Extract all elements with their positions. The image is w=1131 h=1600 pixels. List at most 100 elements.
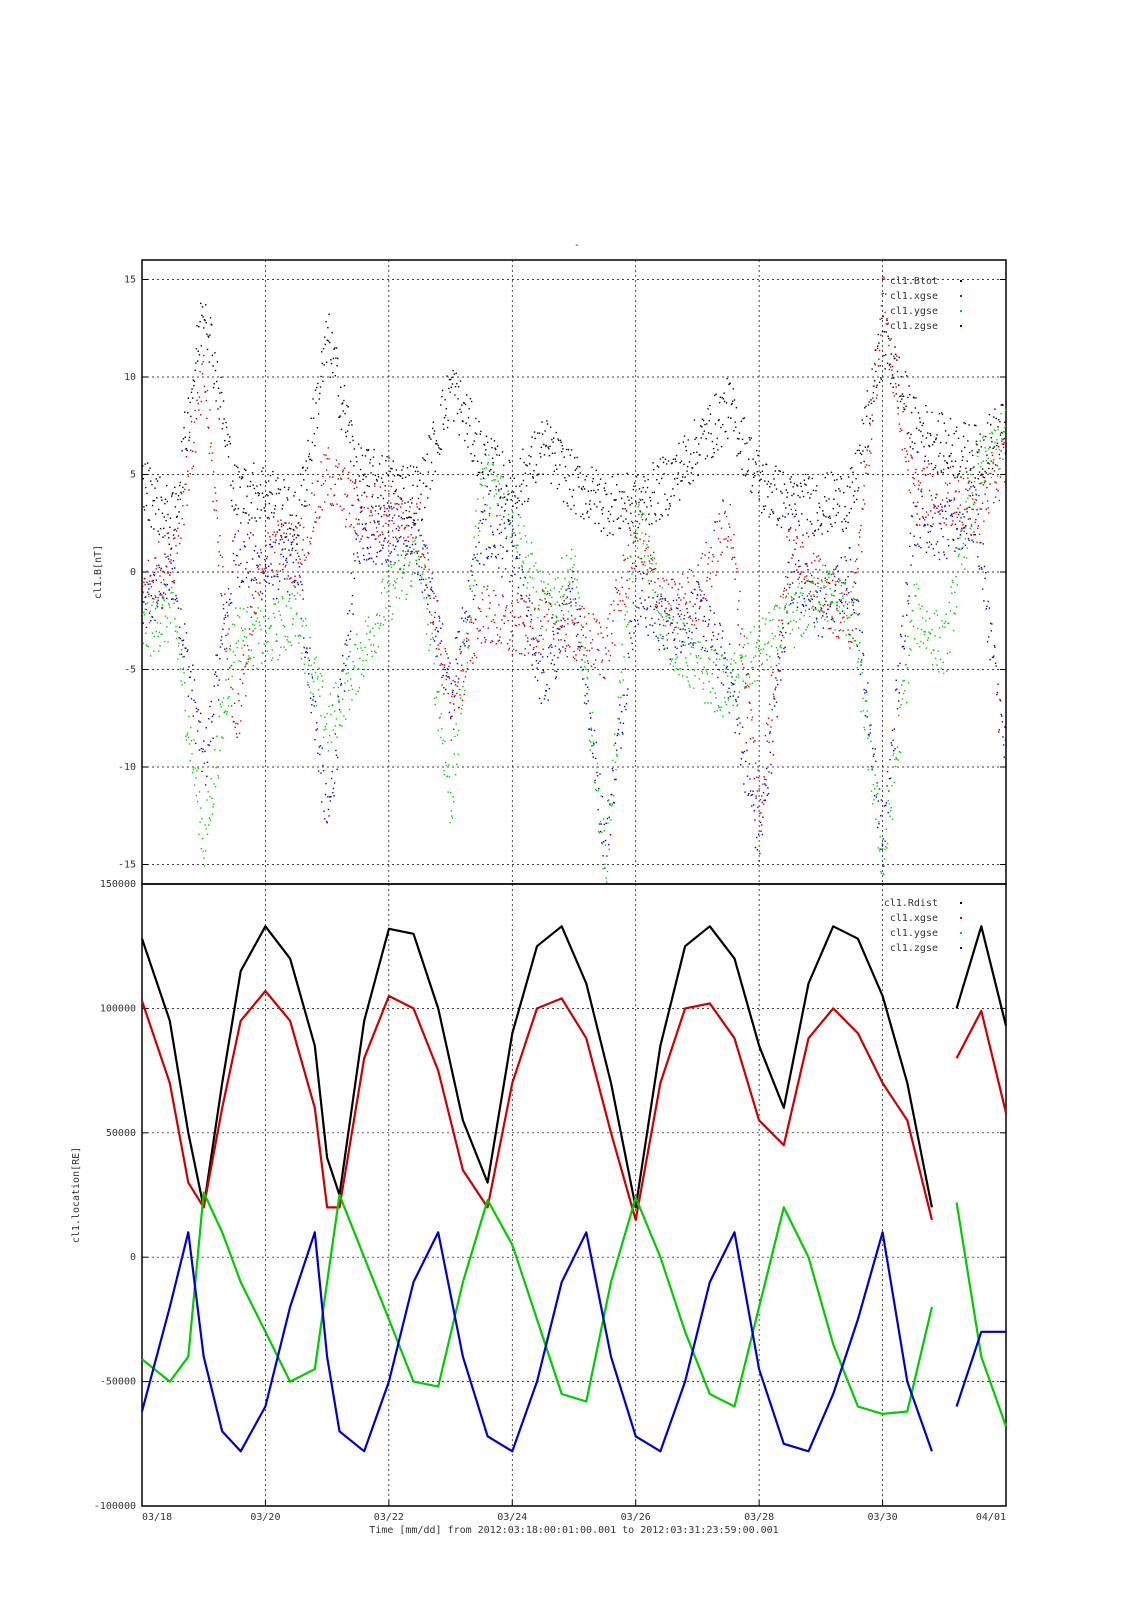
data-point [670, 622, 672, 624]
data-point [314, 511, 317, 513]
data-point [195, 417, 198, 420]
data-point [578, 608, 580, 610]
data-point [733, 652, 736, 654]
data-point [695, 655, 697, 657]
data-point [731, 556, 734, 559]
data-point [507, 619, 509, 622]
data-point [219, 646, 222, 648]
data-point [580, 641, 582, 644]
data-point [354, 532, 357, 534]
data-point [181, 684, 183, 686]
data-point [580, 608, 582, 610]
data-point [859, 673, 862, 676]
data-point [209, 446, 212, 448]
data-point [901, 684, 903, 686]
data-point [458, 631, 460, 633]
data-point [677, 594, 679, 596]
data-point [150, 615, 153, 618]
data-point [741, 663, 744, 665]
data-point [748, 701, 751, 704]
data-point [424, 459, 427, 462]
data-point [698, 618, 700, 621]
data-point [154, 619, 156, 622]
data-point [304, 469, 307, 472]
data-point [940, 469, 942, 472]
data-point [279, 580, 281, 582]
data-point [743, 783, 745, 785]
data-point [975, 494, 978, 496]
data-point [469, 588, 472, 590]
data-point [480, 642, 483, 644]
data-point [658, 602, 660, 604]
data-point [451, 815, 453, 817]
data-point [478, 522, 480, 524]
data-point [307, 657, 309, 659]
data-point [464, 676, 467, 678]
data-point [813, 621, 815, 624]
data-point [566, 596, 568, 598]
data-point [572, 622, 574, 624]
data-point [729, 691, 731, 694]
data-point [403, 528, 406, 530]
data-point [341, 654, 344, 657]
data-point [849, 616, 851, 618]
data-point [301, 549, 304, 551]
data-point [182, 505, 184, 507]
data-point [915, 583, 918, 585]
data-point [951, 515, 954, 518]
data-point [950, 524, 952, 527]
data-point [209, 740, 212, 743]
data-point [175, 625, 177, 628]
data-point [160, 581, 162, 584]
data-point [383, 514, 385, 516]
data-point [623, 618, 626, 621]
data-point [422, 578, 425, 581]
data-point [477, 607, 480, 609]
data-point [166, 617, 169, 619]
data-point [378, 541, 381, 543]
data-point [896, 758, 898, 760]
data-point [978, 482, 981, 485]
data-point [572, 598, 575, 601]
data-point [472, 571, 474, 573]
data-point [752, 804, 755, 806]
data-point [301, 589, 304, 591]
data-point [672, 599, 675, 602]
data-point [834, 589, 836, 592]
data-point [720, 706, 722, 709]
data-point [301, 652, 303, 654]
data-point [627, 557, 629, 560]
data-point [591, 480, 594, 483]
data-point [575, 602, 577, 604]
data-point [310, 664, 312, 667]
data-point [285, 536, 288, 538]
data-point [327, 340, 330, 342]
data-point [763, 669, 765, 671]
data-point [793, 570, 796, 573]
data-point [782, 593, 784, 596]
data-point [354, 482, 356, 484]
data-point [897, 759, 899, 761]
data-point [610, 603, 612, 606]
data-point [282, 624, 285, 627]
data-point [912, 555, 914, 557]
data-point [846, 617, 849, 620]
data-point [161, 633, 163, 636]
data-point [764, 643, 766, 645]
data-point [417, 555, 420, 558]
data-point [561, 444, 564, 447]
data-point [817, 577, 819, 580]
data-point [953, 499, 955, 501]
data-point [441, 663, 444, 666]
data-point [601, 831, 603, 834]
data-point [169, 517, 172, 519]
data-point [925, 474, 927, 477]
data-point [692, 646, 694, 649]
data-point [318, 517, 320, 519]
data-point [296, 534, 299, 536]
data-point [776, 605, 778, 607]
data-point [943, 554, 946, 556]
data-point [930, 633, 932, 635]
data-point [364, 473, 366, 475]
data-point [609, 802, 611, 805]
